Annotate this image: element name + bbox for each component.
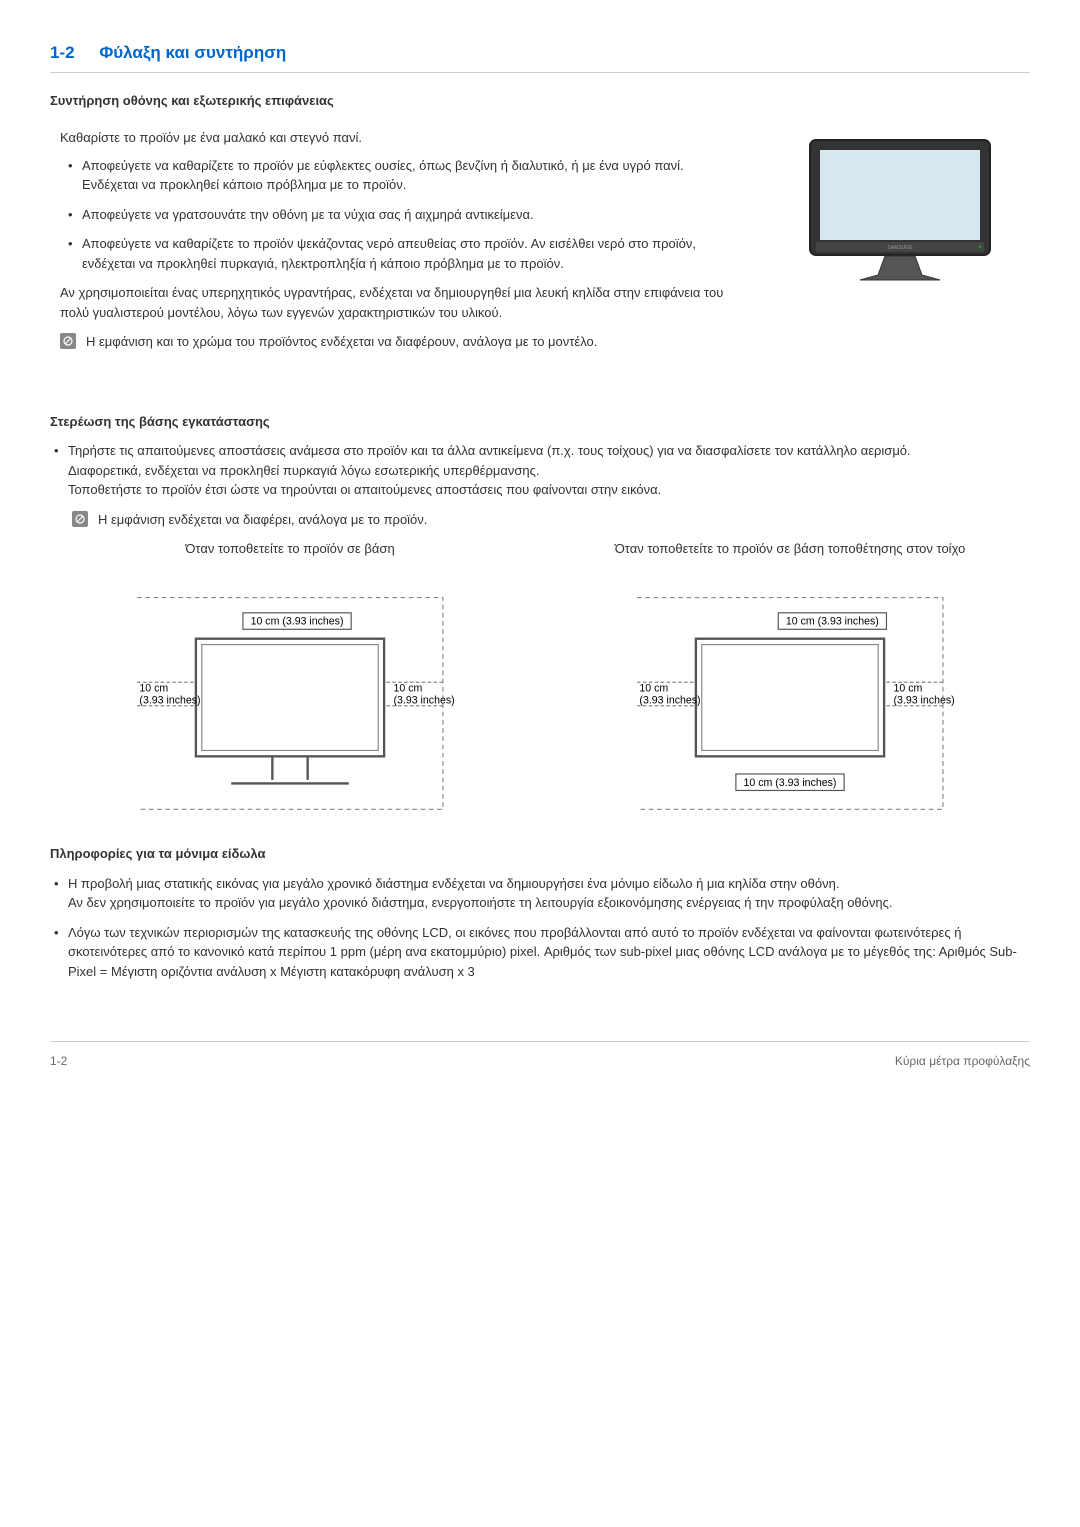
maintenance-list: Αποφεύγετε να καθαρίζετε το προϊόν με εύ… [50, 156, 740, 274]
note-block: Η εμφάνιση και το χρώμα του προϊόντος εν… [60, 332, 740, 352]
diagram-caption-wall: Όταν τοποθετείτε το προϊόν σε βάση τοποθ… [550, 539, 1030, 559]
list-item: Τηρήστε τις απαιτούμενες αποστάσεις ανάμ… [54, 441, 1030, 500]
section-number: 1-2 [50, 43, 75, 62]
list-text: Τοποθετήστε το προϊόν έτσι ώστε να τηρού… [68, 482, 661, 497]
subhead-maintenance: Συντήρηση οθόνης και εξωτερικής επιφάνει… [50, 91, 1030, 111]
footer-right: Κύρια μέτρα προφύλαξης [895, 1052, 1030, 1070]
list-text: Τηρήστε τις απαιτούμενες αποστάσεις ανάμ… [68, 443, 911, 458]
list-text: Η προβολή μιας στατικής εικόνας για μεγά… [68, 876, 839, 891]
dim-label: (3.93 inches) [894, 694, 955, 706]
subhead-mounting: Στερέωση της βάσης εγκατάστασης [50, 412, 1030, 432]
dim-label: 10 cm (3.93 inches) [251, 615, 344, 627]
note-text: Η εμφάνιση ενδέχεται να διαφέρει, ανάλογ… [98, 510, 427, 530]
afterimage-list: Η προβολή μιας στατικής εικόνας για μεγά… [50, 874, 1030, 982]
intro-text: Καθαρίστε το προϊόν με ένα μαλακό και στ… [60, 128, 740, 148]
dim-label: (3.93 inches) [394, 694, 455, 706]
humidifier-text: Αν χρησιμοποιείται ένας υπερηχητικός υγρ… [60, 283, 740, 322]
dim-label: (3.93 inches) [639, 694, 700, 706]
page-footer: 1-2 Κύρια μέτρα προφύλαξης [50, 1041, 1030, 1070]
section-title: 1-2 Φύλαξη και συντήρηση [50, 40, 1030, 73]
list-item: Αποφεύγετε να καθαρίζετε το προϊόν με εύ… [68, 156, 740, 195]
list-item: Αποφεύγετε να γρατσουνάτε την οθόνη με τ… [68, 205, 740, 225]
list-item: Η προβολή μιας στατικής εικόνας για μεγά… [54, 874, 1030, 913]
dim-label: 10 cm [639, 682, 668, 694]
svg-text:SAMSUNG: SAMSUNG [887, 245, 912, 251]
note-block: Η εμφάνιση ενδέχεται να διαφέρει, ανάλογ… [72, 510, 1030, 530]
note-icon [60, 333, 76, 349]
diagram-caption-stand: Όταν τοποθετείτε το προϊόν σε βάση [50, 539, 530, 559]
list-item: Λόγω των τεχνικών περιορισμών της κατασκ… [54, 923, 1030, 982]
dim-label: 10 cm (3.93 inches) [744, 776, 837, 788]
note-text: Η εμφάνιση και το χρώμα του προϊόντος εν… [86, 332, 597, 352]
dim-label: 10 cm [394, 682, 423, 694]
list-text: Διαφορετικά, ενδέχεται να προκληθεί πυρκ… [68, 463, 540, 478]
wall-diagram: 10 cm (3.93 inches) 10 cm (3.93 inches) … [590, 574, 990, 821]
stand-diagram: 10 cm (3.93 inches) 10 cm (3.93 inches) … [90, 574, 490, 821]
list-item: Αποφεύγετε να καθαρίζετε το προϊόν ψεκάζ… [68, 234, 740, 273]
dim-label: 10 cm [894, 682, 923, 694]
dim-label: 10 cm [139, 682, 168, 694]
diagram-row: Όταν τοποθετείτε το προϊόν σε βάση 10 cm… [50, 539, 1030, 826]
footer-left: 1-2 [50, 1052, 67, 1070]
dim-label: 10 cm (3.93 inches) [786, 615, 879, 627]
note-icon [72, 511, 88, 527]
mounting-list: Τηρήστε τις απαιτούμενες αποστάσεις ανάμ… [50, 441, 1030, 500]
monitor-illustration: SAMSUNG [790, 120, 1010, 300]
list-text: Αν δεν χρησιμοποιείτε το προϊόν για μεγά… [68, 895, 893, 910]
dim-label: (3.93 inches) [139, 694, 200, 706]
section-heading: Φύλαξη και συντήρηση [99, 43, 286, 62]
subhead-afterimage: Πληροφορίες για τα μόνιμα είδωλα [50, 844, 1030, 864]
